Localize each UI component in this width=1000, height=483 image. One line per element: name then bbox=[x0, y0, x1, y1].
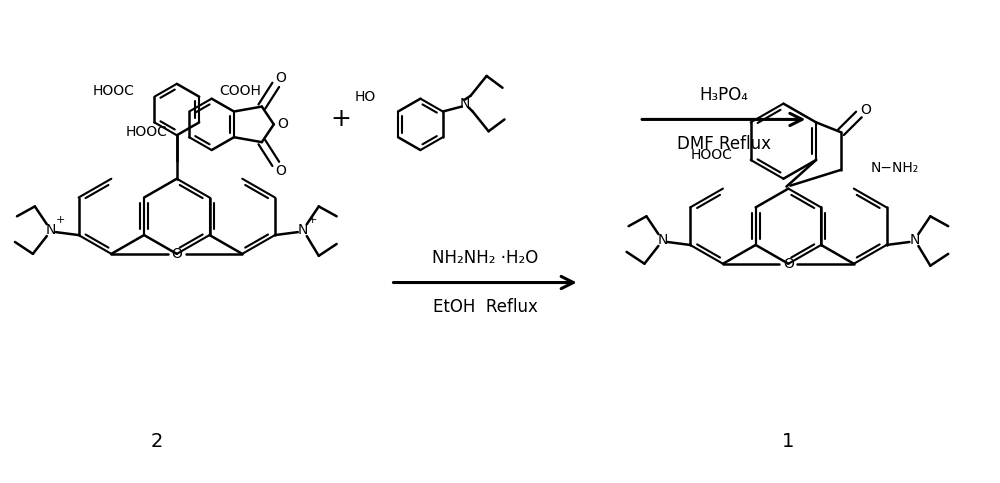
Text: N: N bbox=[298, 223, 308, 237]
Text: N: N bbox=[46, 223, 56, 237]
Text: COOH: COOH bbox=[219, 84, 261, 98]
Text: HOOC: HOOC bbox=[93, 84, 135, 98]
Text: O: O bbox=[277, 117, 288, 131]
Text: 2: 2 bbox=[151, 432, 163, 451]
Text: O: O bbox=[275, 164, 286, 178]
Text: O: O bbox=[275, 71, 286, 85]
Text: +: + bbox=[330, 107, 351, 131]
Text: HOOC: HOOC bbox=[125, 125, 167, 139]
Text: DMF Reflux: DMF Reflux bbox=[677, 135, 771, 153]
Text: H₃PO₄: H₃PO₄ bbox=[699, 85, 748, 104]
Text: N: N bbox=[657, 233, 668, 247]
Text: EtOH  Reflux: EtOH Reflux bbox=[433, 298, 538, 316]
Text: O: O bbox=[171, 247, 182, 261]
Text: +: + bbox=[308, 215, 317, 225]
Text: N: N bbox=[460, 97, 470, 111]
Text: O: O bbox=[783, 257, 794, 271]
Text: N−NH₂: N−NH₂ bbox=[871, 161, 919, 175]
Text: NH₂NH₂ ·H₂O: NH₂NH₂ ·H₂O bbox=[432, 249, 538, 267]
Text: HOOC: HOOC bbox=[691, 148, 733, 162]
Text: 1: 1 bbox=[782, 432, 795, 451]
Text: +: + bbox=[56, 215, 65, 225]
Text: HO: HO bbox=[355, 90, 376, 104]
Text: O: O bbox=[860, 102, 871, 116]
Text: N: N bbox=[909, 233, 920, 247]
